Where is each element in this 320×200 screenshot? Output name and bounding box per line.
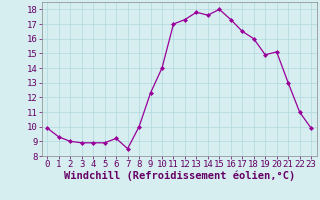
X-axis label: Windchill (Refroidissement éolien,°C): Windchill (Refroidissement éolien,°C) bbox=[64, 171, 295, 181]
